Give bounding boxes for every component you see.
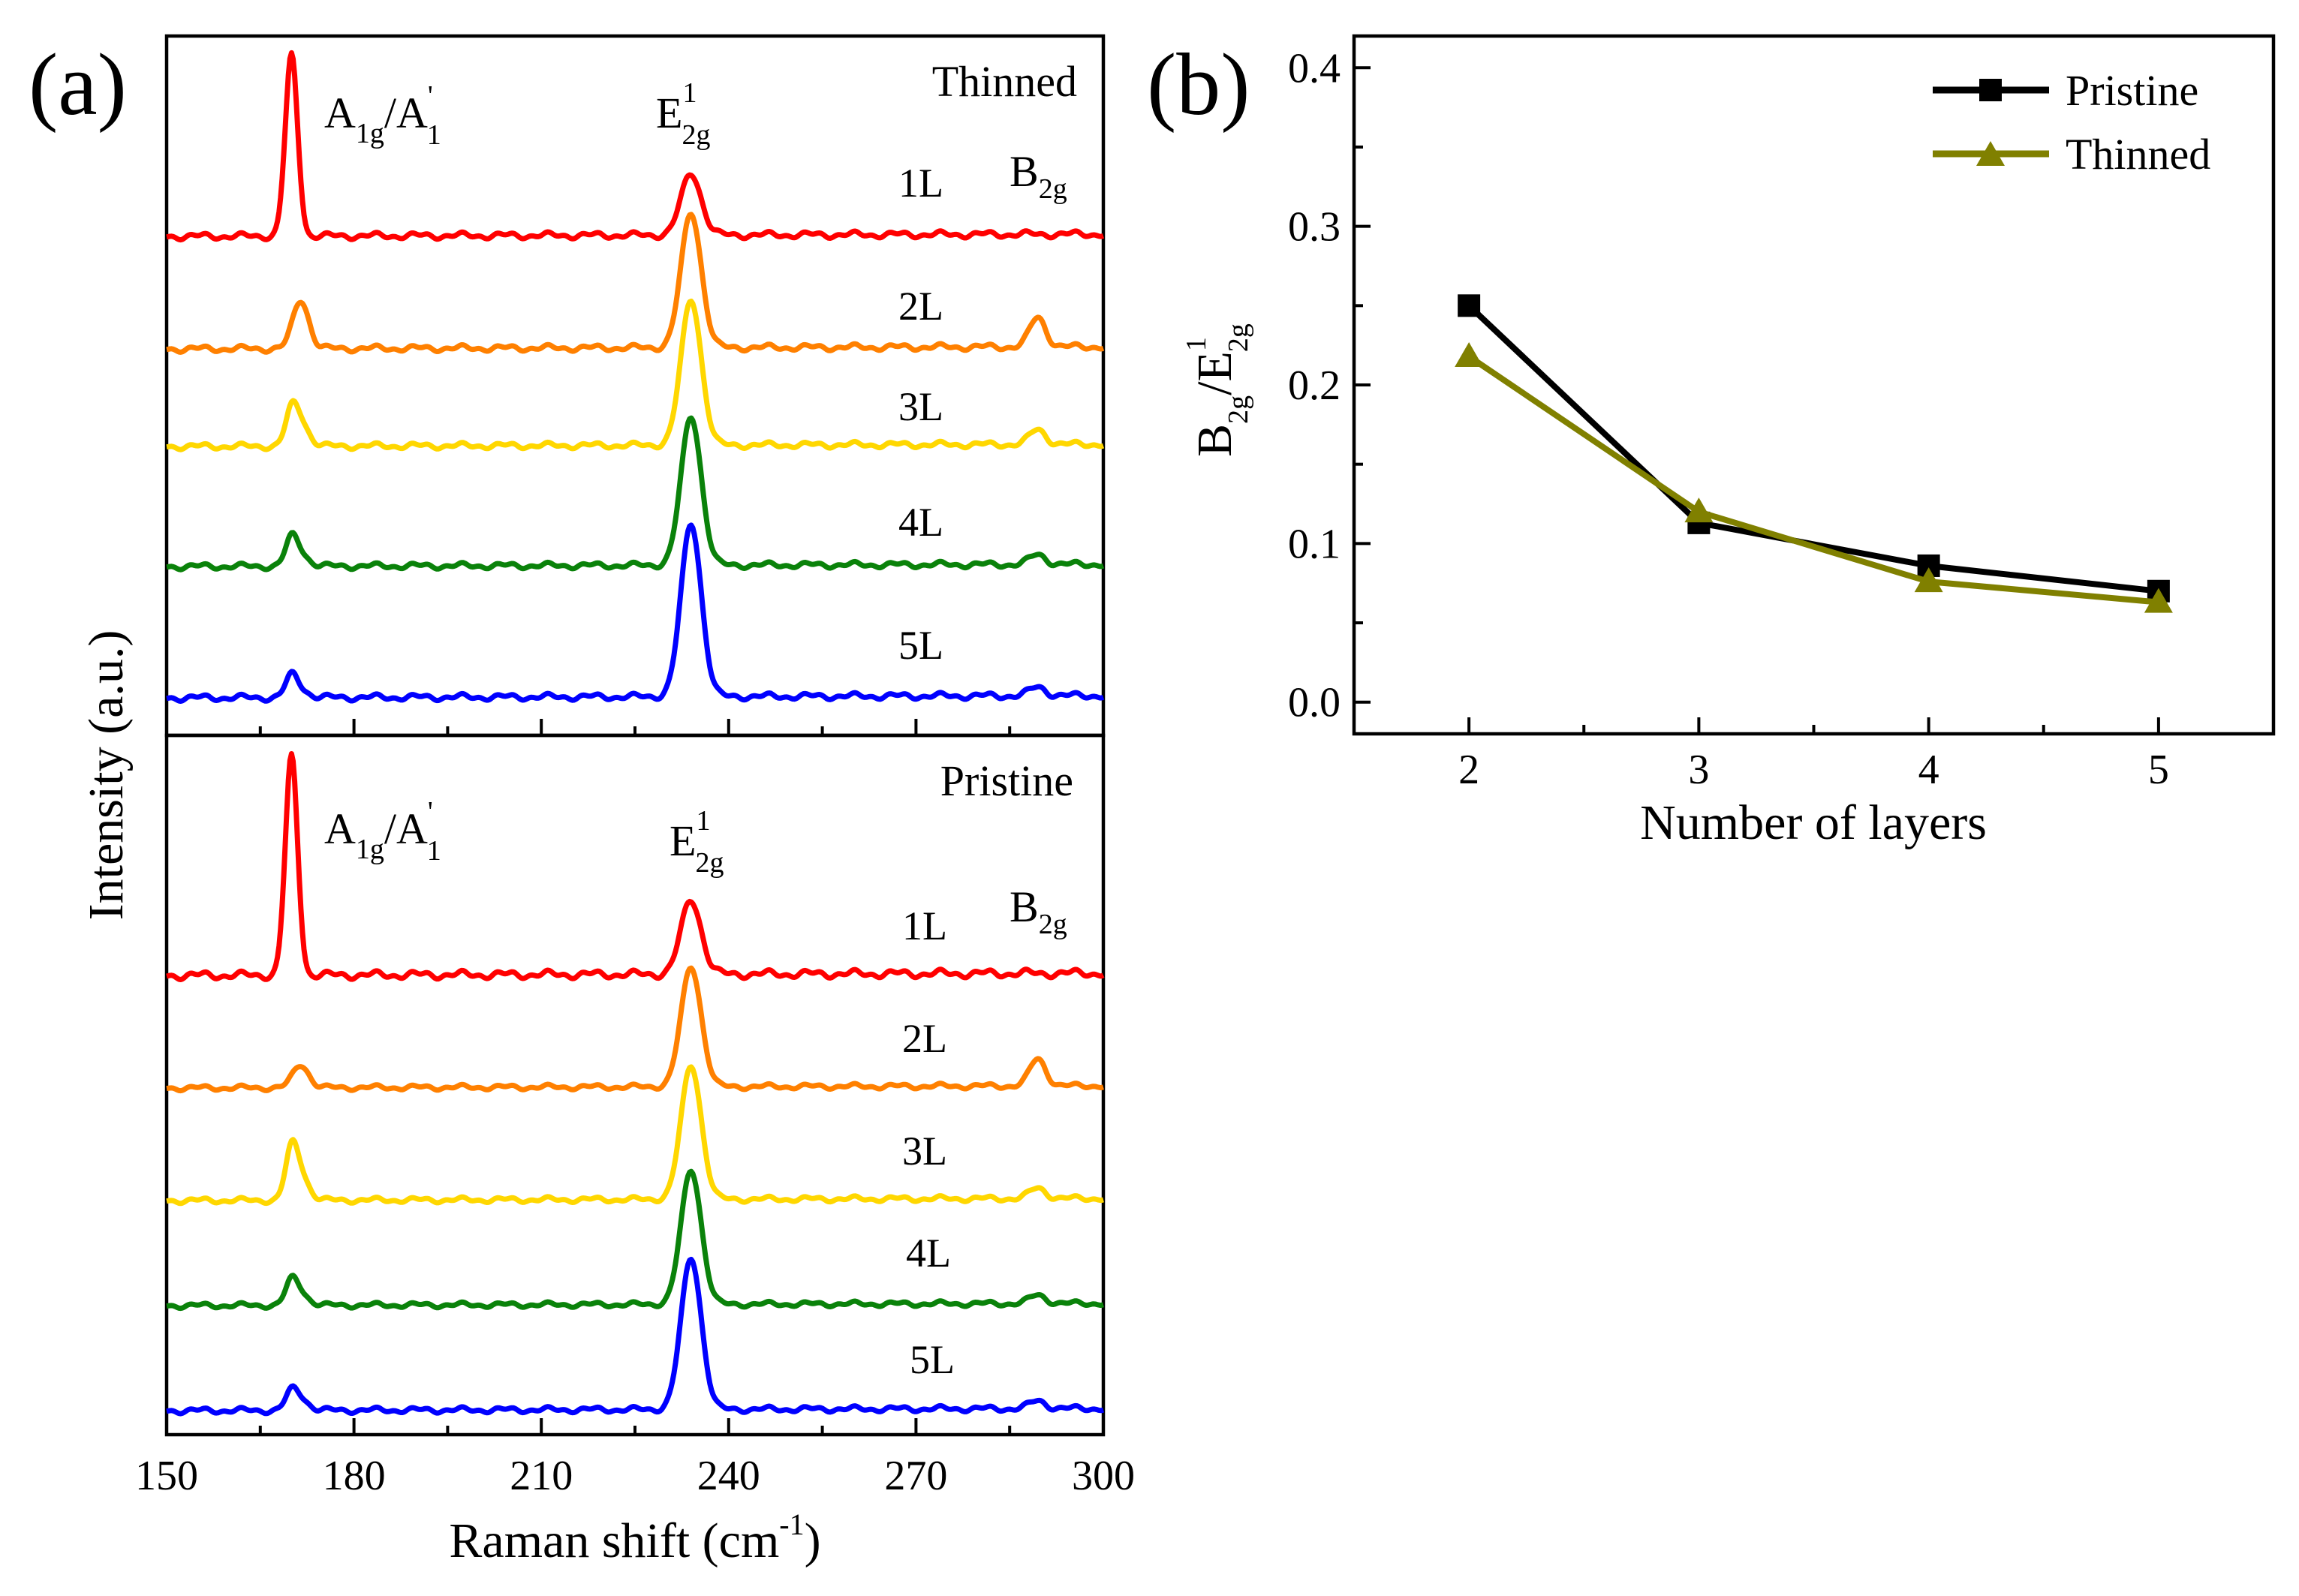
panel-b-x-axis-title: Number of layers [1640, 795, 1987, 850]
legend-thinned-marker [1976, 141, 2005, 166]
panel-a-x-ticks: 150 180 210 240 270 300 [135, 719, 1135, 1499]
panel-a: (a) Intensity (a.u.) 150 180 210 240 270 300 … [29, 34, 1135, 1568]
panel-b-legend: Pristine Thinned [1933, 66, 2210, 179]
b-ytick-label: 0.4 [1288, 45, 1341, 92]
panel-a-y-axis-title: Intensity (a.u.) [79, 630, 134, 921]
legend-pristine-label: Pristine [2066, 66, 2198, 115]
a-xtick-label: 240 [697, 1453, 760, 1499]
panel-b-tag: (b) [1147, 35, 1250, 134]
b-line-thinned [1467, 353, 2159, 606]
panel-a-bottom-spectra [165, 751, 1105, 1417]
layer-label-top-5l: 5L [898, 623, 943, 668]
peak-a1g-label-top: A1g/A' 1 [324, 80, 441, 151]
thinned-spectrum-5l [165, 522, 1105, 704]
pristine-spectrum-4l [165, 1168, 1105, 1312]
thinned-spectrum-1l [165, 50, 1105, 243]
b-point-thinned [1684, 497, 1714, 523]
peak-b2g-label-top: B2g [1010, 147, 1067, 205]
panel-a-x-axis-title: Raman shift (cm-1) [449, 1507, 820, 1568]
pristine-spectrum-3l [165, 1064, 1105, 1207]
peak-e2g-label-top: E1 2g [656, 77, 710, 151]
b-point-thinned [1455, 341, 1484, 367]
b-xtick-label: 5 [2148, 747, 2169, 793]
a-xtick-label: 180 [323, 1453, 386, 1499]
panel-a-bottom-title: Pristine [940, 756, 1073, 805]
panel-a-tag: (a) [29, 35, 127, 134]
panel-a-top-frame [164, 34, 1106, 738]
layer-label-top-3l: 3L [898, 384, 943, 429]
peak-a1g-label-bottom: A1g/A' 1 [324, 796, 441, 867]
panel-b: (b) 0.0 0.1 0.2 0.3 0.4 2 3 4 5 B2g/E1 2g Number … [1147, 34, 2276, 850]
b-ytick-label: 0.0 [1288, 680, 1341, 726]
b-ytick-label: 0.1 [1288, 521, 1341, 567]
a-xtick-label: 150 [135, 1453, 198, 1499]
thinned-spectrum-4l [165, 415, 1105, 573]
legend-thinned-label: Thinned [2066, 130, 2210, 179]
b-point-pristine [1458, 294, 1481, 317]
layer-label-bottom-3l: 3L [902, 1129, 947, 1174]
layer-label-bottom-2l: 2L [902, 1016, 947, 1061]
peak-b2g-label-bottom: B2g [1010, 882, 1067, 940]
legend-pristine-marker [1979, 79, 2002, 101]
pristine-spectrum-2l [165, 965, 1105, 1094]
b-xtick-label: 3 [1688, 747, 1709, 793]
b-ytick-label: 0.3 [1288, 204, 1341, 251]
b-xtick-label: 2 [1458, 747, 1479, 793]
panel-a-top-spectra [165, 50, 1105, 704]
b-ytick-label: 0.2 [1288, 362, 1341, 409]
panel-b-y-axis-title: B2g/E1 2g [1181, 323, 1254, 457]
panel-a-top-title: Thinned [932, 57, 1077, 106]
layer-label-top-4l: 4L [898, 500, 943, 545]
b-point-thinned [1914, 567, 1943, 593]
pristine-spectrum-1l [165, 751, 1105, 982]
thinned-spectrum-2l [165, 212, 1105, 355]
a-xtick-label: 210 [510, 1453, 573, 1499]
panel-b-series [1455, 294, 2173, 613]
b-point-thinned [2144, 588, 2173, 613]
layer-label-top-2l: 2L [898, 284, 943, 329]
a-xtick-label: 270 [884, 1453, 947, 1499]
peak-e2g-label-bottom: E1 2g [670, 805, 724, 879]
panel-b-axes: 0.0 0.1 0.2 0.3 0.4 2 3 4 5 [1288, 45, 2169, 793]
b-xtick-label: 4 [1918, 747, 1939, 793]
layer-label-bottom-4l: 4L [906, 1231, 951, 1276]
layer-label-bottom-5l: 5L [910, 1337, 955, 1382]
pristine-spectrum-5l [165, 1256, 1105, 1417]
layer-label-bottom-1l: 1L [902, 903, 947, 948]
layer-label-top-1l: 1L [898, 161, 943, 206]
a-xtick-label: 300 [1072, 1453, 1135, 1499]
thinned-spectrum-3l [165, 299, 1105, 452]
